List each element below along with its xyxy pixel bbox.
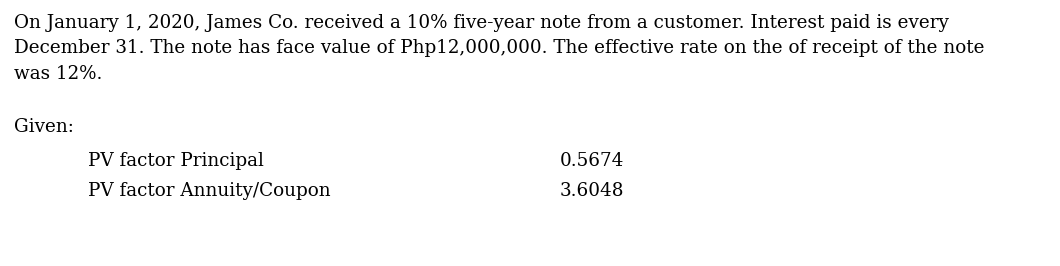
- Text: PV factor Annuity/Coupon: PV factor Annuity/Coupon: [88, 182, 331, 200]
- Text: On January 1, 2020, James Co. received a 10% five-year note from a customer. Int: On January 1, 2020, James Co. received a…: [14, 14, 985, 82]
- Text: Given:: Given:: [14, 118, 74, 136]
- Text: PV factor Principal: PV factor Principal: [88, 152, 264, 170]
- Text: 3.6048: 3.6048: [560, 182, 624, 200]
- Text: 0.5674: 0.5674: [560, 152, 624, 170]
